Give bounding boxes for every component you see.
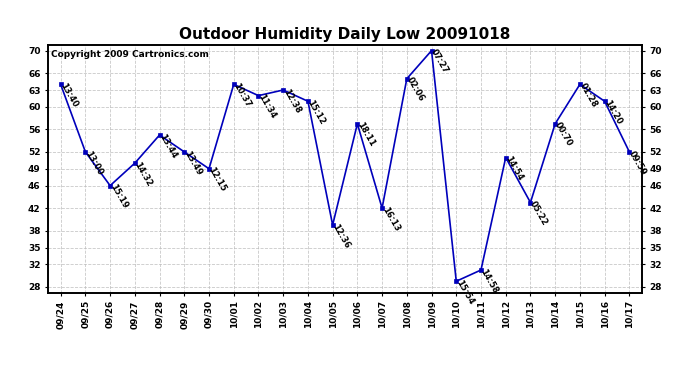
Text: 15:19: 15:19 [108, 183, 129, 210]
Text: 12:15: 12:15 [207, 166, 228, 194]
Text: 01:28: 01:28 [578, 82, 599, 109]
Title: Outdoor Humidity Daily Low 20091018: Outdoor Humidity Daily Low 20091018 [179, 27, 511, 42]
Text: 02:06: 02:06 [404, 76, 426, 104]
Text: 09:59: 09:59 [627, 149, 648, 177]
Text: 12:36: 12:36 [331, 222, 352, 250]
Text: 11:34: 11:34 [256, 93, 277, 120]
Text: 14:20: 14:20 [602, 99, 624, 126]
Text: 05:22: 05:22 [529, 200, 549, 227]
Text: 18:11: 18:11 [355, 121, 376, 148]
Text: Copyright 2009 Cartronics.com: Copyright 2009 Cartronics.com [51, 50, 209, 59]
Text: 16:13: 16:13 [380, 206, 401, 233]
Text: 13:40: 13:40 [59, 82, 79, 109]
Text: 13:00: 13:00 [83, 149, 104, 177]
Text: 00:70: 00:70 [553, 121, 574, 148]
Text: 10:37: 10:37 [232, 82, 253, 109]
Text: 14:54: 14:54 [504, 155, 524, 183]
Text: 14:32: 14:32 [132, 160, 154, 188]
Text: 15:54: 15:54 [454, 279, 475, 306]
Text: 13:44: 13:44 [157, 132, 179, 160]
Text: 13:49: 13:49 [182, 149, 203, 177]
Text: 12:38: 12:38 [281, 87, 302, 115]
Text: 07:27: 07:27 [429, 48, 451, 75]
Text: 14:58: 14:58 [479, 267, 500, 295]
Text: 15:12: 15:12 [306, 99, 327, 126]
